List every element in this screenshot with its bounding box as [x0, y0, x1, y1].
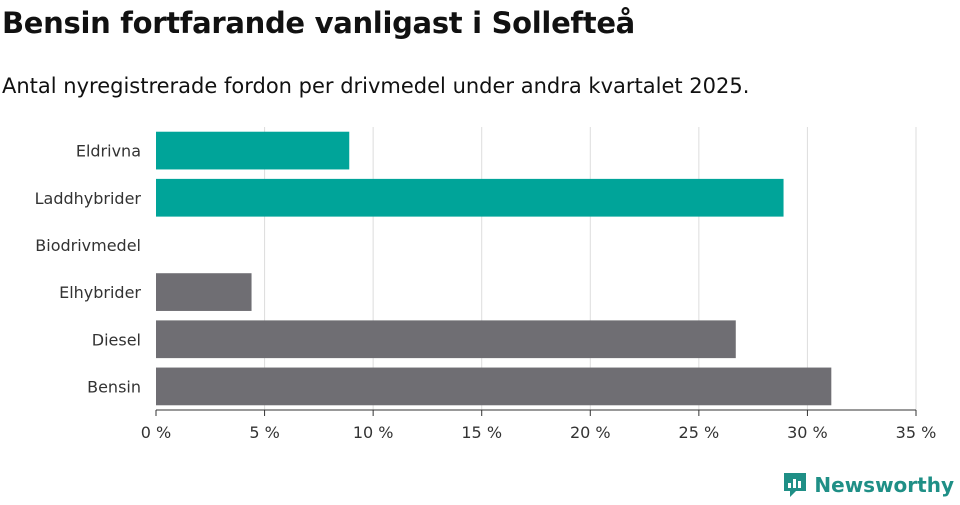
bar [156, 320, 736, 359]
category-label: Eldrivna [76, 142, 141, 161]
category-label: Biodrivmedel [35, 236, 141, 255]
category-label: Elhybrider [59, 283, 141, 302]
x-tick-label: 15 % [461, 423, 502, 442]
bar [156, 131, 350, 170]
x-tick-label: 20 % [570, 423, 611, 442]
category-label: Laddhybrider [35, 189, 142, 208]
bar-chart: Eldrivna Laddhybrider Biodrivmedel Elhybrid… [35, 127, 937, 442]
x-tick-label: 10 % [353, 423, 394, 442]
chart-subtitle: Antal nyregistrerade fordon per drivmede… [2, 74, 750, 98]
category-label: Bensin [87, 377, 141, 396]
bar [156, 178, 784, 217]
brand-name: Newsworthy [814, 473, 954, 497]
bar [156, 273, 252, 311]
chart-title: Bensin fortfarande vanligast i Sollefteå [2, 6, 635, 40]
brand-logo: Newsworthy [782, 471, 954, 499]
category-label: Diesel [92, 330, 141, 349]
x-tick-label: 0 % [141, 423, 171, 442]
x-tick-label: 35 % [896, 423, 937, 442]
x-tick-label: 30 % [787, 423, 828, 442]
newsworthy-logo-icon [784, 473, 807, 497]
x-tick-label: 5 % [249, 423, 279, 442]
x-tick-label: 25 % [679, 423, 720, 442]
bar [156, 367, 832, 406]
